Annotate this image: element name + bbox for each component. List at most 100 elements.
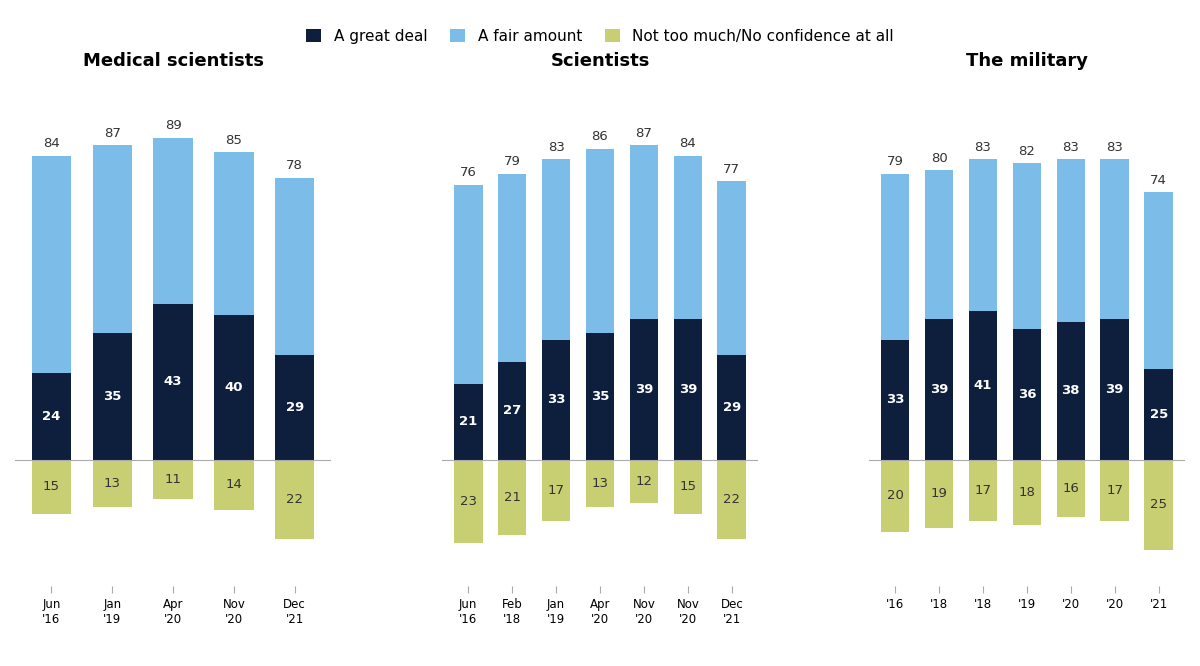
Bar — [214, 315, 253, 460]
Bar — [275, 355, 314, 460]
Text: 38: 38 — [1062, 384, 1080, 398]
Bar — [542, 340, 570, 460]
Text: 78: 78 — [287, 159, 304, 172]
Text: 13: 13 — [103, 477, 121, 490]
Bar — [92, 460, 132, 507]
Text: 24: 24 — [42, 410, 61, 423]
Bar — [968, 159, 997, 311]
Bar — [154, 138, 193, 304]
Bar — [31, 460, 71, 513]
Bar — [1145, 460, 1172, 550]
Text: 33: 33 — [547, 394, 565, 406]
Title: The military: The military — [966, 52, 1088, 70]
Text: 22: 22 — [724, 493, 740, 505]
Text: 83: 83 — [1106, 141, 1123, 154]
Text: 41: 41 — [973, 379, 992, 392]
Bar — [92, 333, 132, 460]
Bar — [92, 145, 132, 333]
Bar — [673, 156, 702, 318]
Text: 15: 15 — [43, 480, 60, 493]
Text: 36: 36 — [1018, 388, 1036, 401]
Text: 80: 80 — [931, 152, 948, 165]
Text: 14: 14 — [226, 478, 242, 492]
Bar — [718, 460, 746, 539]
Bar — [498, 174, 527, 362]
Bar — [542, 460, 570, 521]
Text: 29: 29 — [722, 401, 740, 414]
Bar — [630, 460, 658, 503]
Bar — [1056, 460, 1085, 517]
Text: 21: 21 — [460, 415, 478, 428]
Text: 89: 89 — [164, 119, 181, 133]
Text: 29: 29 — [286, 401, 304, 414]
Bar — [454, 384, 482, 460]
Bar — [586, 460, 614, 507]
Bar — [925, 460, 953, 528]
Text: 76: 76 — [460, 166, 476, 179]
Text: 25: 25 — [1150, 498, 1168, 511]
Text: 39: 39 — [679, 382, 697, 396]
Bar — [968, 460, 997, 521]
Bar — [881, 174, 910, 340]
Bar — [154, 304, 193, 460]
Text: 35: 35 — [590, 390, 610, 403]
Bar — [454, 460, 482, 543]
Text: 39: 39 — [635, 382, 653, 396]
Text: 79: 79 — [504, 155, 521, 168]
Bar — [1013, 330, 1042, 460]
Text: 82: 82 — [1019, 145, 1036, 158]
Text: 83: 83 — [547, 141, 564, 154]
Text: 35: 35 — [103, 390, 121, 403]
Bar — [1145, 192, 1172, 369]
Bar — [1100, 318, 1129, 460]
Bar — [630, 318, 658, 460]
Text: 43: 43 — [164, 376, 182, 388]
Bar — [881, 460, 910, 532]
Bar — [718, 181, 746, 355]
Text: 16: 16 — [1062, 482, 1079, 495]
Bar — [673, 460, 702, 513]
Text: 13: 13 — [592, 477, 608, 490]
Bar — [718, 355, 746, 460]
Bar — [630, 145, 658, 318]
Text: 21: 21 — [504, 491, 521, 504]
Text: 40: 40 — [224, 381, 244, 394]
Text: 15: 15 — [679, 480, 696, 493]
Bar — [31, 373, 71, 460]
Text: 11: 11 — [164, 473, 181, 486]
Bar — [542, 159, 570, 340]
Bar — [1013, 460, 1042, 525]
Text: 23: 23 — [460, 495, 476, 507]
Text: 20: 20 — [887, 490, 904, 502]
Bar — [214, 153, 253, 315]
Text: 17: 17 — [1106, 484, 1123, 497]
Text: 87: 87 — [104, 127, 121, 140]
Bar — [925, 170, 953, 318]
Text: 86: 86 — [592, 130, 608, 143]
Bar — [925, 318, 953, 460]
Bar — [673, 318, 702, 460]
Text: 84: 84 — [679, 137, 696, 151]
Text: 17: 17 — [974, 484, 991, 497]
Bar — [586, 149, 614, 333]
Bar — [586, 333, 614, 460]
Text: 84: 84 — [43, 137, 60, 151]
Text: 12: 12 — [636, 475, 653, 488]
Text: 22: 22 — [287, 493, 304, 505]
Bar — [881, 340, 910, 460]
Bar — [1013, 163, 1042, 330]
Bar — [498, 362, 527, 460]
Text: 17: 17 — [547, 484, 564, 497]
Bar — [1145, 369, 1172, 460]
Text: 77: 77 — [724, 163, 740, 176]
Text: 85: 85 — [226, 134, 242, 147]
Text: 79: 79 — [887, 155, 904, 168]
Text: 25: 25 — [1150, 408, 1168, 421]
Text: 18: 18 — [1019, 486, 1036, 499]
Text: 39: 39 — [1105, 382, 1124, 396]
Text: 74: 74 — [1151, 174, 1168, 186]
Bar — [154, 460, 193, 500]
Bar — [454, 184, 482, 384]
Bar — [1100, 460, 1129, 521]
Bar — [31, 156, 71, 373]
